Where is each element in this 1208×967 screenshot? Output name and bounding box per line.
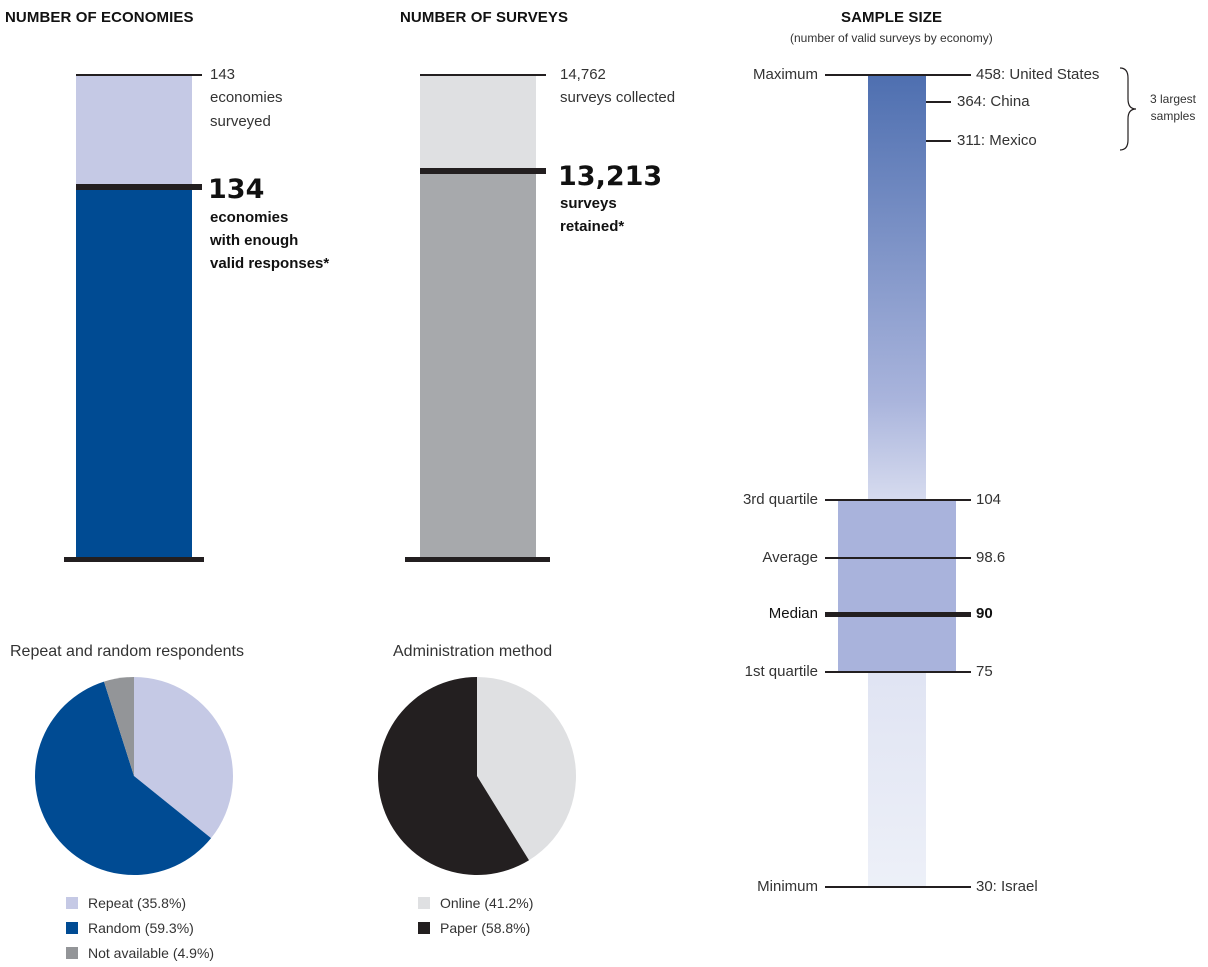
brace-label: 3 largest samples xyxy=(1142,91,1204,125)
pie1-legend-item: Random (59.3%) xyxy=(66,918,194,938)
economies-title: NUMBER OF ECONOMIES xyxy=(5,9,194,26)
pie1-legend-label: Repeat (35.8%) xyxy=(88,895,186,911)
sample-title: SAMPLE SIZE xyxy=(841,9,942,26)
minimum-value: 30: Israel xyxy=(976,877,1038,897)
surveys-total-text: surveys collected xyxy=(560,88,675,108)
pie2-legend-item: Paper (58.8%) xyxy=(418,918,530,938)
surveys-kept-value: 13,213 xyxy=(558,162,662,192)
pie1-legend-item: Not available (4.9%) xyxy=(66,943,214,963)
three-largest-brace xyxy=(1112,66,1142,152)
top2-label: 364: China xyxy=(957,92,1030,112)
q3-value: 104 xyxy=(976,490,1001,510)
q1-value: 75 xyxy=(976,662,993,682)
economies-total-text: surveyed xyxy=(210,112,271,132)
repeat-swatch xyxy=(66,897,78,909)
economies-valid-line xyxy=(76,184,202,190)
economies-kept-text: economies xyxy=(210,208,288,228)
pie2-legend-label: Online (41.2%) xyxy=(440,895,533,911)
surveys-retained-bar xyxy=(420,171,536,558)
pie2-legend-item: Online (41.2%) xyxy=(418,893,533,913)
median-label: Median xyxy=(700,604,818,624)
economies-valid-bar xyxy=(76,188,192,558)
pie2-chart xyxy=(376,675,578,877)
surveys-total-line xyxy=(420,74,546,76)
pie2-legend-label: Paper (58.8%) xyxy=(440,920,530,936)
brace-label-line: 3 largest xyxy=(1142,91,1204,108)
surveys-title: NUMBER OF SURVEYS xyxy=(400,9,568,26)
q1-line xyxy=(825,671,971,673)
china-tick xyxy=(926,101,951,103)
economies-total-value: 143 xyxy=(210,65,235,85)
surveys-collected-bar xyxy=(420,75,536,171)
pie1-legend-label: Random (59.3%) xyxy=(88,920,194,936)
top1-label: 458: United States xyxy=(976,65,1099,85)
pie1-legend-label: Not available (4.9%) xyxy=(88,945,214,961)
surveys-total-value: 14,762 xyxy=(560,65,606,85)
economies-kept-text: valid responses* xyxy=(210,254,329,274)
pie1-title: Repeat and random respondents xyxy=(10,643,244,661)
minimum-line xyxy=(825,886,971,888)
median-value: 90 xyxy=(976,604,993,624)
sample-subtitle: (number of valid surveys by economy) xyxy=(790,31,993,45)
economies-kept-value: 134 xyxy=(208,175,264,205)
sample-range-bar xyxy=(868,75,926,887)
surveys-kept-text: surveys xyxy=(560,194,617,214)
top3-label: 311: Mexico xyxy=(957,131,1037,151)
minimum-label: Minimum xyxy=(700,877,818,897)
paper-swatch xyxy=(418,922,430,934)
online-swatch xyxy=(418,897,430,909)
pie2-title: Administration method xyxy=(393,643,552,661)
average-label: Average xyxy=(700,548,818,568)
q3-line xyxy=(825,499,971,501)
q3-label: 3rd quartile xyxy=(700,490,818,510)
economies-surveyed-bar xyxy=(76,75,192,188)
random-swatch xyxy=(66,922,78,934)
average-line xyxy=(825,557,971,559)
not-available-swatch xyxy=(66,947,78,959)
pie1-legend-item: Repeat (35.8%) xyxy=(66,893,186,913)
maximum-label: Maximum xyxy=(700,65,818,85)
brace-label-line: samples xyxy=(1142,108,1204,125)
q1-label: 1st quartile xyxy=(700,662,818,682)
pie1-chart xyxy=(33,675,235,877)
maximum-line xyxy=(825,74,971,76)
surveys-retained-line xyxy=(420,168,546,174)
mexico-tick xyxy=(926,140,951,142)
economies-total-line xyxy=(76,74,202,76)
surveys-kept-text: retained* xyxy=(560,217,624,237)
median-line xyxy=(825,612,971,617)
sample-quartile-box xyxy=(838,500,956,672)
economies-total-text: economies xyxy=(210,88,283,108)
surveys-baseline xyxy=(405,557,550,562)
economies-kept-text: with enough xyxy=(210,231,298,251)
average-value: 98.6 xyxy=(976,548,1005,568)
economies-baseline xyxy=(64,557,204,562)
